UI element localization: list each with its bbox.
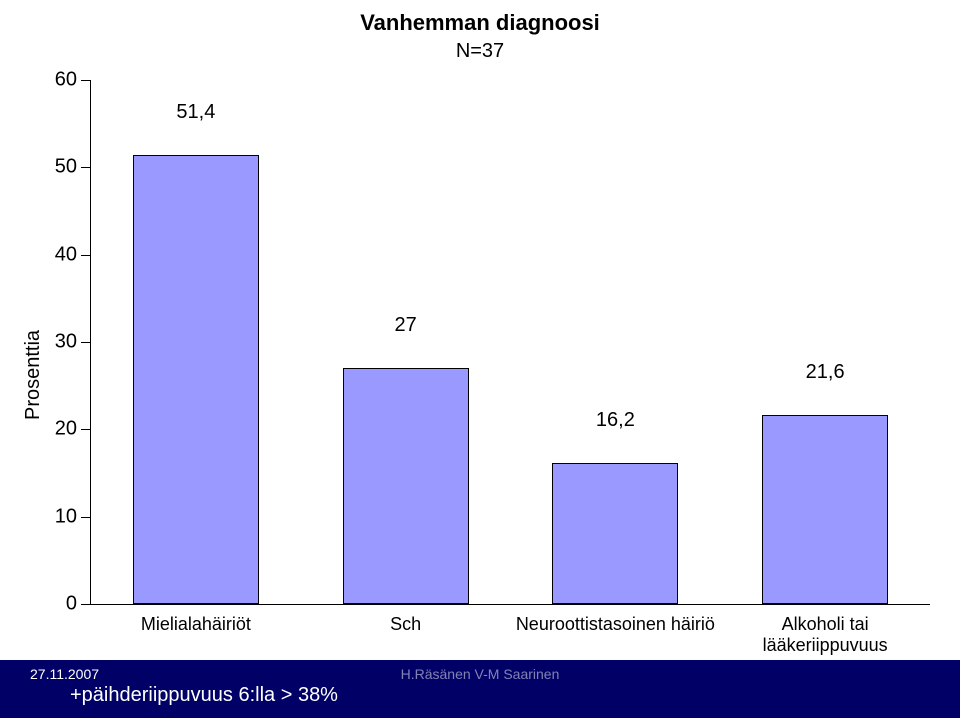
y-axis-label: Prosenttia [22, 330, 45, 420]
y-tick-label: 30 [55, 331, 91, 354]
x-tick-label: Alkoholi tai lääkeriippuvuus [720, 604, 930, 656]
y-tick-label: 60 [55, 69, 91, 92]
bar-value-label: 21,6 [720, 361, 930, 388]
bar [343, 368, 469, 604]
bar-slot: 51,4Mielialahäiriöt [91, 80, 301, 604]
chart-container: Vanhemman diagnoosi N=37 Prosenttia 0102… [0, 0, 960, 660]
y-tick-label: 0 [66, 593, 91, 616]
bar-value-label: 16,2 [511, 409, 721, 436]
bar-value-label: 27 [301, 314, 511, 341]
y-tick-label: 50 [55, 156, 91, 179]
x-tick-label: Sch [301, 604, 511, 635]
chart-title: Vanhemman diagnoosi [0, 10, 960, 36]
y-tick-label: 20 [55, 418, 91, 441]
bar-slot: 16,2Neuroottistasoinen häiriö [511, 80, 721, 604]
chart-subtitle: N=37 [0, 40, 960, 63]
y-tick-label: 40 [55, 243, 91, 266]
plot-area: 010203040506051,4Mielialahäiriöt27Sch16,… [90, 80, 930, 605]
x-tick-label: Neuroottistasoinen häiriö [511, 604, 721, 635]
bar [133, 155, 259, 604]
bar-slot: 21,6Alkoholi tai lääkeriippuvuus [720, 80, 930, 604]
bar [762, 415, 888, 604]
bar-slot: 27Sch [301, 80, 511, 604]
bar [552, 463, 678, 604]
bar-value-label: 51,4 [91, 101, 301, 128]
y-tick-label: 10 [55, 505, 91, 528]
x-tick-label: Mielialahäiriöt [91, 604, 301, 635]
footer-bar: 27.11.2007 H.Räsänen V-M Saarinen +päihd… [0, 660, 960, 718]
footer-author-ghost: H.Räsänen V-M Saarinen [0, 666, 960, 682]
footer-note: +päihderiippuvuus 6:lla > 38% [70, 684, 338, 707]
